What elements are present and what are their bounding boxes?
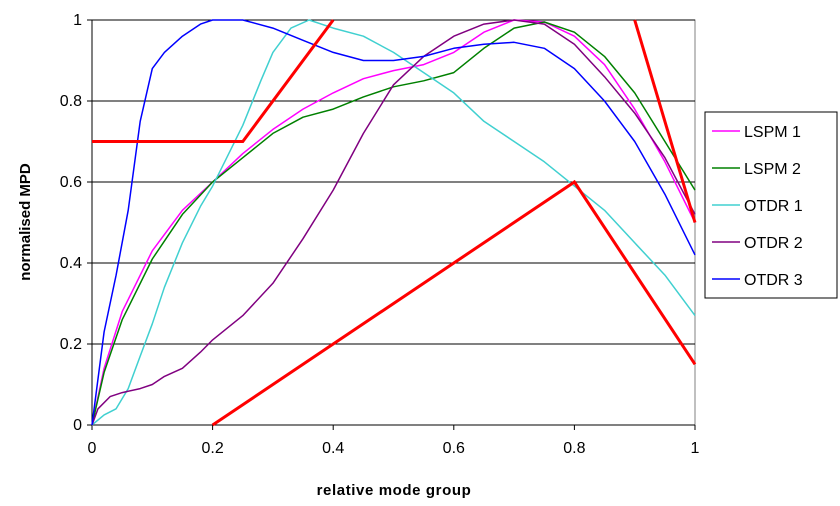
y-tick-label: 0.8	[60, 93, 82, 110]
x-tick-label: 0.2	[201, 440, 223, 457]
y-tick-label: 1	[73, 12, 82, 29]
x-axis-label: relative mode group	[317, 482, 472, 499]
legend-label: OTDR 3	[744, 272, 803, 289]
x-tick-label: 1	[691, 440, 700, 457]
y-tick-label: 0.4	[60, 255, 82, 272]
y-tick-label: 0	[73, 417, 82, 434]
red-overlay-line-1	[92, 19, 335, 143]
x-tick-label: 0.8	[563, 440, 585, 457]
y-axis-label: normalised MPD	[17, 163, 34, 281]
red-overlay-lines	[92, 19, 697, 427]
plot-area	[91, 19, 696, 426]
legend-label: OTDR 2	[744, 235, 803, 252]
x-tick-label: 0.4	[322, 440, 344, 457]
x-axis-ticks: 0 0.2 0.4 0.6 0.8 1	[88, 440, 700, 457]
legend-label: LSPM 2	[744, 161, 801, 178]
series-line-otdr-3	[91, 19, 696, 426]
series-line-otdr-1	[91, 19, 696, 426]
red-overlay-line-3	[633, 19, 697, 223]
x-tick-label: 0.6	[443, 440, 465, 457]
series-line-lspm-2	[91, 21, 696, 426]
axes	[87, 19, 696, 430]
gridlines	[92, 19, 695, 345]
series-line-lspm-1	[91, 19, 696, 426]
y-axis-ticks: 0 0.2 0.4 0.6 0.8 1	[60, 12, 82, 434]
red-overlay-line-2	[211, 179, 697, 427]
y-tick-label: 0.6	[60, 174, 82, 191]
legend: LSPM 1 LSPM 2 OTDR 1 OTDR 2 OTDR 3	[704, 111, 838, 299]
series-lines	[91, 19, 696, 426]
x-tick-label: 0	[88, 440, 97, 457]
y-tick-label: 0.2	[60, 336, 82, 353]
series-line-otdr-2	[91, 19, 696, 426]
legend-label: OTDR 1	[744, 198, 803, 215]
legend-label: LSPM 1	[744, 124, 801, 141]
